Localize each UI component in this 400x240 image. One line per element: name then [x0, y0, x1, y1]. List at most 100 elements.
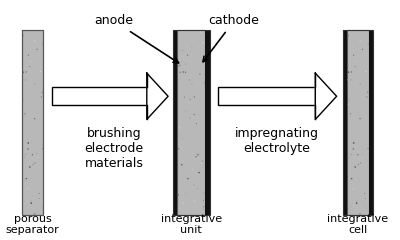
Point [30, 163, 36, 167]
Bar [22, 30, 43, 215]
Point [32, 161, 38, 165]
Point [36, 30, 42, 34]
Bar [343, 30, 347, 215]
Point [25, 53, 32, 57]
Point [32, 117, 38, 120]
Point [179, 176, 186, 180]
Point [346, 98, 352, 102]
Point [191, 153, 197, 157]
Point [175, 65, 181, 68]
Point [33, 152, 40, 156]
Point [23, 177, 30, 180]
Point [178, 163, 185, 167]
Point [201, 81, 208, 85]
Point [345, 62, 351, 66]
Polygon shape [315, 73, 337, 120]
Point [175, 193, 182, 197]
Point [364, 90, 371, 94]
Point [361, 30, 367, 34]
Point [180, 70, 186, 74]
Bar [347, 30, 369, 215]
Point [194, 187, 200, 191]
Point [189, 82, 195, 86]
Text: anode: anode [94, 14, 178, 63]
Point [196, 171, 202, 174]
Point [32, 82, 38, 86]
Point [39, 90, 46, 94]
Point [28, 199, 35, 203]
Point [176, 126, 182, 129]
Point [201, 191, 207, 195]
Point [185, 177, 191, 180]
Point [191, 141, 197, 145]
Point [32, 39, 38, 43]
Point [19, 102, 25, 106]
Point [28, 60, 34, 63]
Point [346, 156, 353, 159]
Point [201, 205, 207, 209]
Point [34, 47, 40, 51]
Point [348, 205, 354, 209]
Point [354, 199, 360, 203]
Point [348, 153, 354, 157]
Point [178, 134, 184, 138]
Point [364, 95, 370, 99]
Point [22, 78, 28, 82]
Bar [218, 87, 315, 105]
Point [365, 147, 371, 150]
Point [191, 95, 198, 99]
Point [355, 176, 362, 180]
Point [344, 102, 351, 106]
Point [183, 119, 189, 123]
Point [353, 60, 360, 63]
Point [20, 62, 26, 66]
Point [200, 199, 207, 203]
Point [182, 95, 188, 99]
Point [348, 70, 355, 74]
Point [345, 34, 352, 37]
Point [25, 187, 31, 191]
Point [180, 201, 186, 205]
Point [184, 53, 191, 57]
Point [25, 141, 32, 145]
Point [26, 65, 33, 68]
Point [40, 147, 46, 150]
Point [357, 212, 363, 216]
Point [177, 63, 183, 67]
Text: integrative
cell: integrative cell [327, 214, 388, 235]
Point [197, 72, 203, 76]
Bar [343, 30, 373, 215]
Point [26, 165, 33, 169]
Point [178, 60, 185, 63]
Point [347, 179, 354, 183]
Point [200, 41, 206, 45]
Point [39, 199, 46, 203]
Point [21, 156, 28, 159]
Point [193, 122, 200, 126]
Bar [173, 30, 178, 215]
Point [20, 34, 26, 37]
Point [29, 153, 36, 157]
Point [350, 187, 357, 191]
Point [176, 78, 182, 82]
Point [178, 147, 184, 150]
Point [186, 78, 193, 82]
Point [176, 147, 182, 151]
Bar [22, 30, 43, 215]
Bar [173, 30, 210, 215]
Point [189, 45, 195, 49]
Point [20, 70, 26, 74]
Point [191, 199, 198, 203]
Point [186, 116, 193, 120]
Point [347, 113, 353, 116]
Point [190, 167, 196, 171]
Point [40, 42, 46, 46]
Polygon shape [147, 73, 168, 120]
Text: impregnating
electrolyte: impregnating electrolyte [234, 127, 318, 155]
Point [362, 192, 368, 195]
Point [355, 163, 362, 167]
Point [183, 109, 189, 113]
Point [350, 53, 357, 57]
Point [20, 98, 27, 102]
Point [198, 161, 205, 165]
